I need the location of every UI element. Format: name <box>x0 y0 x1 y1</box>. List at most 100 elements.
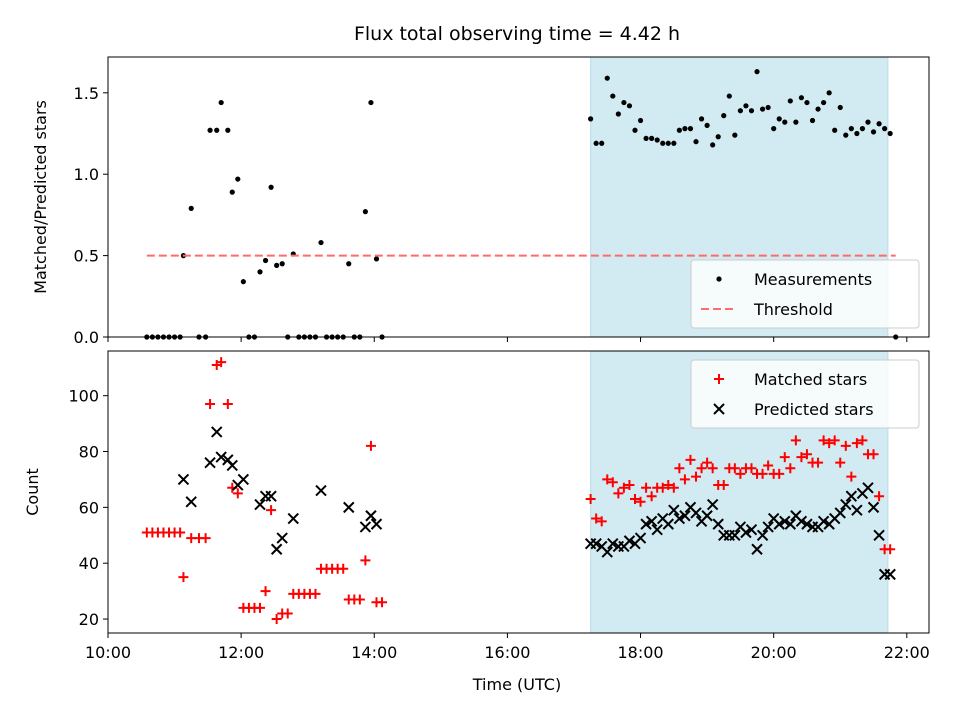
measurement-point <box>637 117 644 124</box>
legend-label: Matched stars <box>754 370 867 389</box>
measurement-point <box>240 279 246 285</box>
measurement-point <box>698 116 705 122</box>
matched-star-point <box>818 435 829 446</box>
predicted-star-point <box>315 484 327 497</box>
predicted-star-point <box>756 529 769 541</box>
x-tick-label: 20:00 <box>751 643 797 662</box>
measurement-point <box>754 69 760 75</box>
matched-star-point <box>260 586 271 597</box>
x-tick-label: 16:00 <box>484 643 530 662</box>
measurement-point <box>257 269 263 275</box>
measurement-point <box>262 257 269 264</box>
measurement-point <box>876 121 882 127</box>
measurement-point <box>318 239 324 246</box>
measurement-point <box>809 117 816 124</box>
measurement-point <box>782 119 788 125</box>
predicted-star-point <box>668 504 680 516</box>
matched-star-point <box>618 482 629 493</box>
measurement-point <box>588 116 594 122</box>
measurement-point <box>870 129 877 135</box>
predicted-star-point <box>226 459 238 472</box>
predicted-star-point <box>287 512 299 525</box>
matched-star-point <box>629 493 640 504</box>
predicted-star-point <box>237 473 250 486</box>
measurement-point <box>214 127 220 133</box>
y-tick-label: 40 <box>79 554 99 573</box>
matched-star-point <box>846 471 857 482</box>
matched-star-point <box>824 438 835 449</box>
measurement-point <box>743 103 749 109</box>
matched-star-point <box>702 457 713 468</box>
measurement-point <box>604 75 610 81</box>
measurement-point <box>704 122 710 128</box>
measurement-point <box>804 99 810 106</box>
bottom-panel-counts: 20 40 60 80 100 10:00 12:00 14:00 16:00 18:00 20:… <box>23 350 930 694</box>
predicted-star-point <box>817 515 830 528</box>
matched-star-point <box>874 491 885 502</box>
bottom-panel-data-points <box>141 357 896 625</box>
measurement-point <box>615 111 621 117</box>
measurement-point <box>826 90 832 96</box>
matched-star-point <box>796 452 807 463</box>
legend-dot-marker <box>716 276 722 282</box>
matched-star-point <box>596 516 607 527</box>
matched-star-point <box>663 480 674 491</box>
measurement-point <box>821 99 827 106</box>
matched-star-point <box>232 488 243 499</box>
matched-star-point <box>668 482 679 493</box>
measurement-point <box>649 135 655 141</box>
chart-title: Flux total observing time = 4.42 h <box>354 23 680 45</box>
predicted-star-point <box>712 518 724 530</box>
predicted-star-point <box>662 518 674 530</box>
matched-star-point <box>868 449 879 460</box>
predicted-star-point <box>673 512 686 525</box>
measurement-point <box>218 99 224 106</box>
measurement-point <box>776 116 782 122</box>
predicted-star-point <box>690 507 702 519</box>
predicted-star-point <box>359 521 372 533</box>
matched-star-point <box>360 555 371 566</box>
matched-star-point <box>205 399 216 410</box>
measurement-point <box>654 137 660 143</box>
y-tick-label: 100 <box>68 387 99 406</box>
matched-star-point <box>885 544 896 555</box>
top-panel-data-points <box>144 69 899 340</box>
matched-star-point <box>624 480 635 491</box>
measurement-point <box>832 127 838 133</box>
matched-star-point <box>607 477 618 488</box>
predicted-star-point <box>645 515 658 528</box>
measurement-point <box>721 113 727 119</box>
matched-star-point <box>679 474 690 485</box>
matched-star-point <box>282 608 293 619</box>
measurement-point <box>748 108 755 114</box>
measurement-point <box>765 104 771 111</box>
predicted-star-point <box>370 518 383 530</box>
legend-label: Measurements <box>754 270 872 289</box>
matched-star-point <box>365 440 376 451</box>
predicted-star-point <box>729 529 741 541</box>
matched-star-point <box>641 482 652 493</box>
measurement-point <box>859 126 866 132</box>
bottom-legend: Matched stars Predicted stars <box>690 359 920 429</box>
measurement-point <box>787 98 793 104</box>
predicted-star-point <box>706 498 719 511</box>
measurement-point <box>693 139 699 145</box>
predicted-star-point <box>365 510 377 522</box>
predicted-star-point <box>177 473 190 486</box>
predicted-star-point <box>651 523 663 536</box>
predicted-star-point <box>634 532 647 544</box>
x-tick-label: 10:00 <box>85 643 131 662</box>
bottom-y-ticks: 20 40 60 80 100 <box>68 387 108 629</box>
top-x-ticks <box>107 337 908 342</box>
bottom-x-ticks: 10:00 12:00 14:00 16:00 18:00 20:00 22:00 <box>85 633 930 662</box>
matched-star-point <box>779 452 790 463</box>
matched-star-point <box>774 468 785 479</box>
matched-star-point <box>696 463 707 474</box>
predicted-star-point <box>867 501 880 514</box>
measurement-point <box>665 140 671 146</box>
matched-star-point <box>657 482 668 493</box>
measurement-point <box>815 106 821 112</box>
measurement-point <box>737 108 743 114</box>
matched-star-point <box>718 480 729 491</box>
